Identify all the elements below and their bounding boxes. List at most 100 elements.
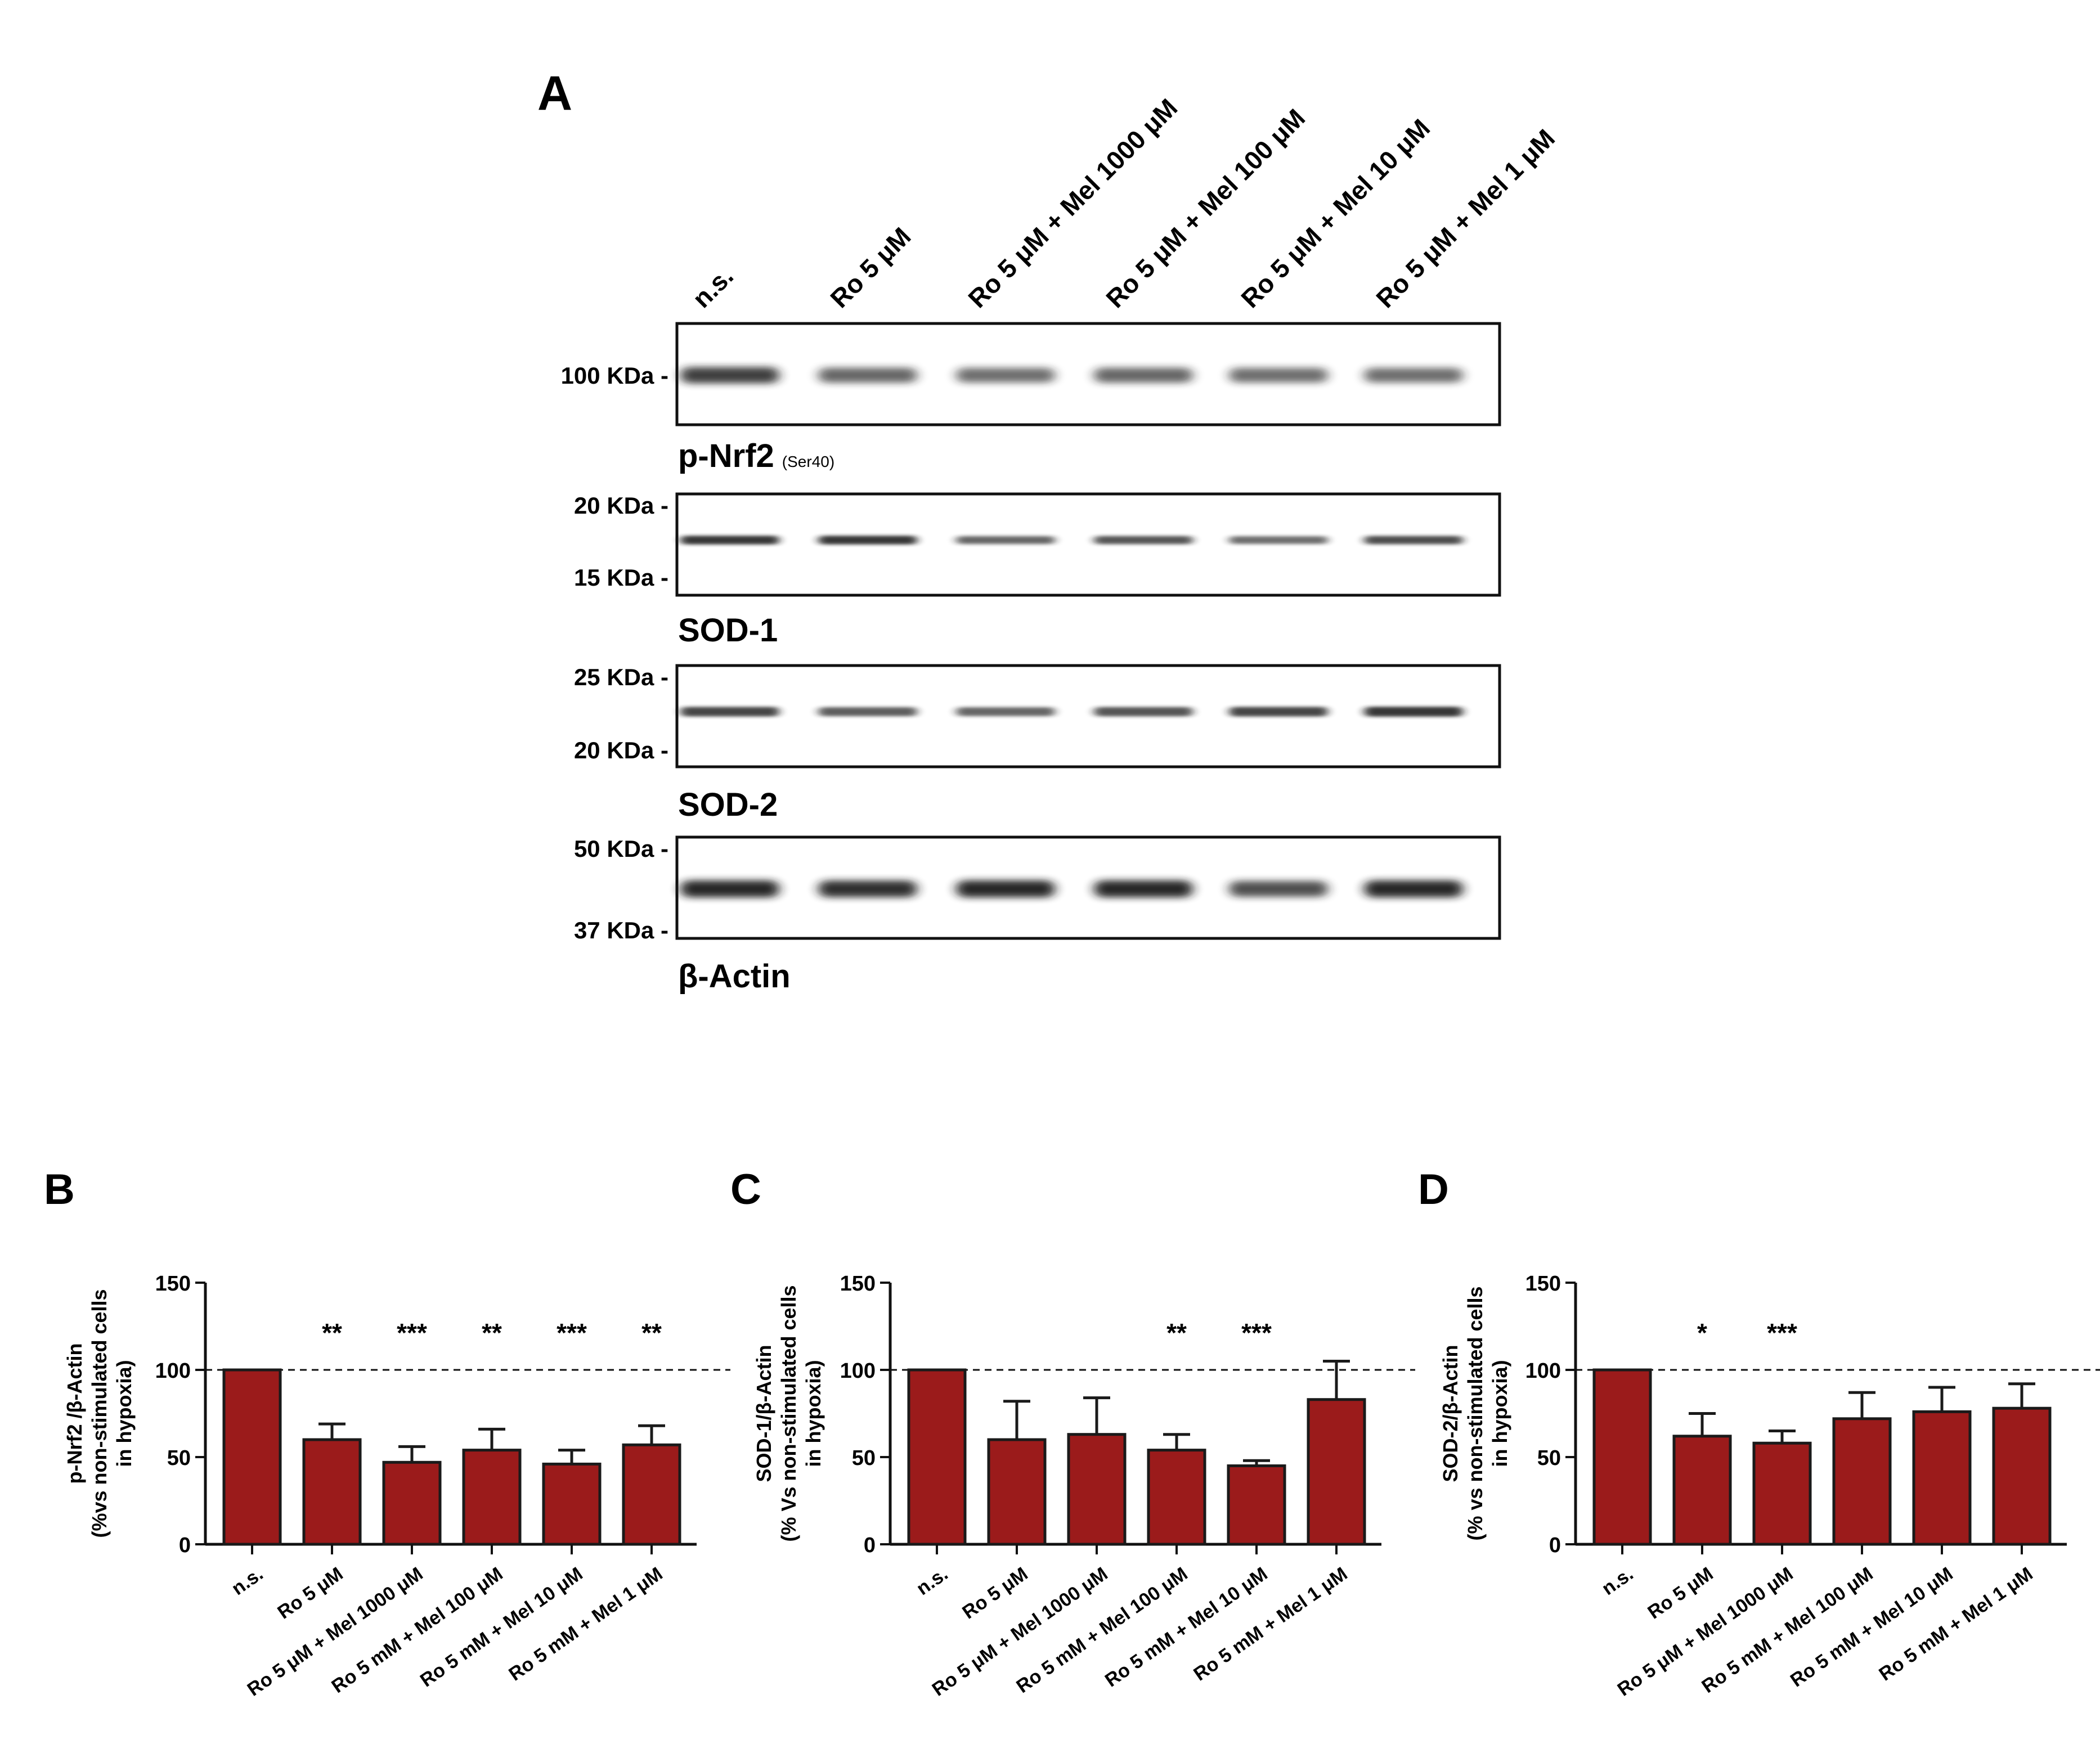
- bar: [542, 1462, 602, 1546]
- panel-label-c: C: [730, 1166, 761, 1213]
- kda-marker: 25 KDa -: [574, 664, 668, 690]
- protein-label: p-Nrf2 (Ser40): [678, 438, 834, 474]
- y-tick-label: 0: [179, 1534, 191, 1557]
- protein-band: [1229, 536, 1328, 544]
- bar: [1307, 1398, 1366, 1546]
- y-tick-label: 50: [1537, 1446, 1561, 1470]
- kda-marker: 50 KDa -: [574, 835, 668, 862]
- lane-label: n.s.: [686, 261, 739, 313]
- panel-label-b: B: [44, 1166, 75, 1213]
- kda-marker: 100 KDa -: [561, 362, 668, 389]
- bar: [1067, 1433, 1127, 1546]
- y-axis-label-line: p-Nrf2 /β-Actin: [63, 1343, 86, 1484]
- significance-marker: ***: [557, 1318, 587, 1347]
- kda-marker: 15 KDa -: [574, 564, 668, 591]
- protein-band: [818, 367, 917, 383]
- y-tick-label: 150: [840, 1272, 876, 1296]
- y-tick-label: 100: [840, 1359, 876, 1383]
- blot-frame: [675, 835, 1501, 940]
- protein-band: [956, 368, 1055, 383]
- significance-marker: **: [322, 1318, 342, 1347]
- x-tick-label: n.s.: [913, 1563, 952, 1599]
- x-tick-label: Ro 5 μM: [1644, 1563, 1717, 1623]
- protein-band: [1094, 707, 1193, 717]
- y-tick-label: 150: [1525, 1272, 1561, 1296]
- bar: [1672, 1435, 1732, 1546]
- significance-marker: ***: [397, 1318, 427, 1347]
- protein-band: [680, 707, 779, 717]
- blot-3: 25 KDa - 20 KDa - SOD-2: [574, 664, 1501, 823]
- x-tick-label: Ro 5 mM + Mel 1 μM: [1190, 1563, 1351, 1685]
- y-axis-label-line: SOD-2/β-Actin: [1439, 1345, 1462, 1482]
- protein-band: [818, 707, 917, 717]
- protein-band: [1364, 880, 1463, 897]
- panel-label-d: D: [1418, 1166, 1449, 1213]
- bar: [302, 1438, 362, 1546]
- y-axis-label: p-Nrf2 /β-Actin(%vs non-stimulated cells…: [63, 1289, 136, 1538]
- protein-band: [1229, 881, 1328, 897]
- protein-name: SOD-1: [678, 612, 778, 649]
- significance-marker: **: [1166, 1318, 1187, 1347]
- kda-marker: 20 KDa -: [574, 492, 668, 519]
- x-tick-label: Ro 5 μM: [958, 1563, 1031, 1623]
- protein-label: SOD-2: [678, 786, 778, 823]
- protein-band: [1364, 707, 1463, 717]
- panel-b: B 0 50 100 150 p-Nrf2 /β-Actin(%vs non-stimu…: [44, 1166, 730, 1701]
- kda-marker: 37 KDa -: [574, 917, 668, 943]
- y-axis-label-line: (%vs non-stimulated cells: [88, 1289, 111, 1538]
- kda-marker: 20 KDa -: [574, 737, 668, 763]
- significance-marker: *: [1697, 1318, 1707, 1347]
- y-axis-label-line: in hypoxia): [802, 1360, 825, 1467]
- protein-band: [956, 707, 1055, 716]
- protein-band: [1229, 707, 1328, 717]
- protein-band: [818, 536, 917, 545]
- bar: [462, 1449, 522, 1546]
- protein-name: β-Actin: [678, 958, 791, 995]
- protein-subscript: (Ser40): [782, 453, 834, 470]
- blot-frame: [675, 322, 1501, 426]
- protein-band: [680, 367, 779, 384]
- panel-label-a: A: [537, 66, 572, 120]
- significance-marker: ***: [1241, 1318, 1272, 1347]
- protein-band: [956, 536, 1055, 545]
- y-tick-label: 100: [155, 1359, 191, 1383]
- x-tick-label: Ro 5 μM: [273, 1563, 347, 1623]
- bar: [1752, 1441, 1812, 1546]
- y-axis-label-line: in hypoxia): [113, 1360, 136, 1467]
- y-axis-label: SOD-2/β-Actin(% vs non-stimulated cellsi…: [1439, 1286, 1511, 1540]
- blot-frame: [675, 664, 1501, 768]
- bar: [1992, 1406, 2052, 1546]
- significance-marker: ***: [1767, 1318, 1797, 1347]
- protein-label: SOD-1: [678, 612, 778, 649]
- x-tick-label: n.s.: [1598, 1563, 1637, 1599]
- panel-d: D 0 50 100 150 SOD-2/β-Actin(% vs non-stimul…: [1418, 1166, 2100, 1701]
- protein-band: [956, 880, 1055, 897]
- y-tick-label: 0: [864, 1534, 876, 1557]
- bar: [1147, 1449, 1206, 1546]
- protein-name: p-Nrf2: [678, 438, 774, 474]
- bar: [1832, 1417, 1892, 1546]
- y-axis-label-line: in hypoxia): [1488, 1360, 1511, 1467]
- protein-band: [1364, 368, 1463, 383]
- y-axis-label-line: SOD-1/β-Actin: [752, 1345, 775, 1482]
- protein-band: [1094, 880, 1193, 897]
- western-blots: 100 KDa - p-Nrf2 (Ser40) 20 KDa - 15 KDa - SO…: [561, 322, 1501, 995]
- y-axis-label-line: (% vs non-stimulated cells: [1464, 1286, 1487, 1540]
- protein-label: β-Actin: [678, 958, 791, 995]
- bar: [1592, 1368, 1652, 1546]
- protein-band: [680, 880, 779, 897]
- bar: [622, 1443, 681, 1546]
- bar: [1912, 1410, 1972, 1546]
- y-tick-label: 50: [852, 1446, 876, 1470]
- protein-band: [1094, 367, 1193, 383]
- x-tick-label: Ro 5 mM + Mel 1 μM: [1875, 1563, 2036, 1685]
- bar: [222, 1368, 282, 1546]
- protein-band: [1364, 536, 1463, 545]
- panel-c: C 0 50 100 150 SOD-1/β-Actin(% Vs non-stimul…: [730, 1166, 1415, 1701]
- y-axis-label-line: (% Vs non-stimulated cells: [777, 1285, 800, 1541]
- lane-label: Ro 5 μM: [824, 222, 916, 313]
- protein-name: SOD-2: [678, 786, 778, 823]
- bar: [1227, 1464, 1286, 1546]
